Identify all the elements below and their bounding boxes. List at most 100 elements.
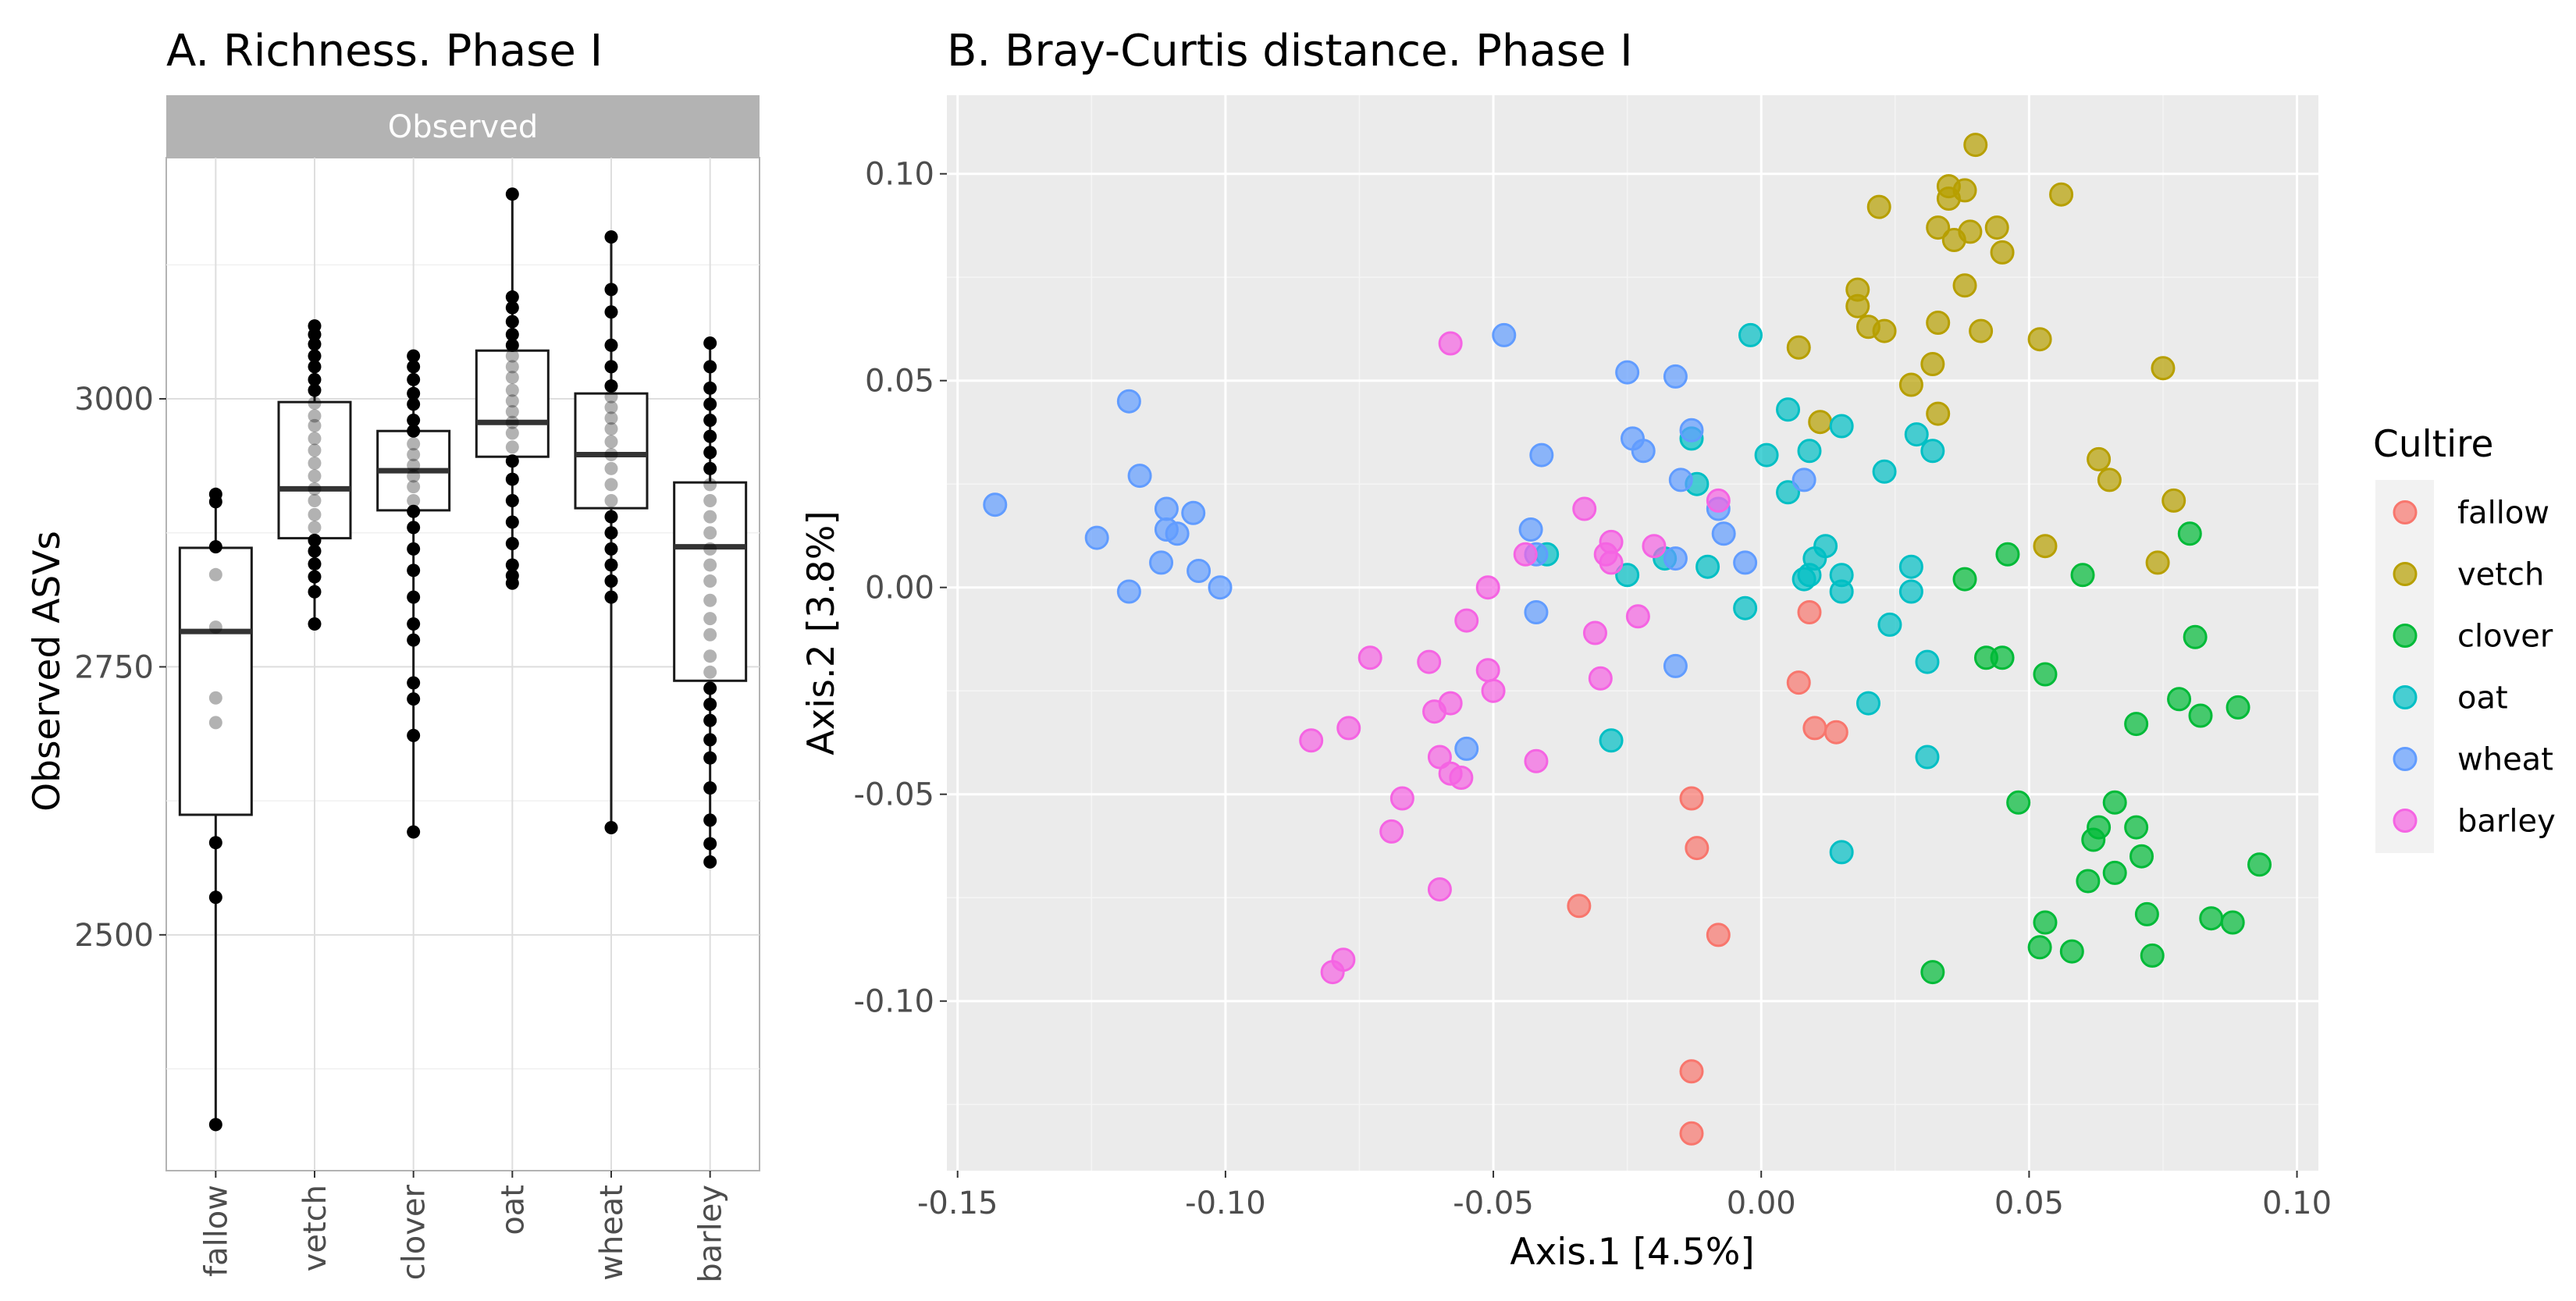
point-barley bbox=[703, 414, 717, 428]
point-barley bbox=[703, 542, 717, 556]
point-clover bbox=[2102, 860, 2127, 885]
legend-item-barley: barley bbox=[2393, 804, 2556, 840]
x-tick-label: fallow bbox=[198, 1185, 234, 1277]
x-tick-label: 0.00 bbox=[1727, 1185, 1796, 1221]
point-wheat bbox=[1492, 322, 1517, 347]
point-wheat bbox=[604, 230, 618, 244]
box-body bbox=[673, 481, 748, 682]
point-clover bbox=[2102, 790, 2127, 815]
series-oat bbox=[1535, 322, 1945, 865]
point-vetch bbox=[1969, 318, 1994, 343]
point-clover bbox=[407, 469, 421, 483]
point-wheat bbox=[604, 305, 618, 319]
point-barley bbox=[703, 681, 717, 695]
x-tick-label: 0.10 bbox=[2262, 1185, 2332, 1221]
point-clover bbox=[2167, 687, 2192, 712]
point-vetch bbox=[308, 383, 322, 397]
point-oat bbox=[1877, 612, 1902, 637]
point-oat bbox=[505, 315, 519, 329]
point-vetch bbox=[1866, 194, 1891, 219]
point-clover bbox=[407, 692, 421, 706]
point-wheat bbox=[1454, 736, 1479, 761]
point-wheat bbox=[1668, 467, 1693, 492]
point-barley bbox=[1299, 728, 1324, 753]
point-wheat bbox=[604, 447, 618, 461]
point-barley bbox=[703, 855, 717, 869]
point-vetch bbox=[308, 337, 322, 351]
point-wheat bbox=[1127, 464, 1152, 489]
point-clover bbox=[407, 825, 421, 839]
point-barley bbox=[1379, 819, 1404, 844]
legend-label-clover: clover bbox=[2457, 619, 2553, 655]
y-tick-label: -0.10 bbox=[854, 984, 935, 1020]
point-oat bbox=[1776, 397, 1801, 422]
x-tick-label: vetch bbox=[297, 1185, 333, 1271]
legend-label-oat: oat bbox=[2457, 681, 2508, 716]
point-oat bbox=[1829, 579, 1854, 604]
point-wheat bbox=[604, 526, 618, 540]
point-vetch bbox=[2151, 356, 2176, 381]
point-clover bbox=[2177, 521, 2202, 546]
point-vetch bbox=[308, 570, 322, 584]
point-barley bbox=[703, 665, 717, 679]
point-oat bbox=[1904, 422, 1929, 447]
point-oat bbox=[505, 426, 519, 440]
point-clover bbox=[407, 590, 421, 604]
point-wheat bbox=[1181, 500, 1206, 525]
point-barley bbox=[703, 461, 717, 475]
panel-a-y-ticks: 2500 2750 3000 bbox=[74, 382, 166, 954]
point-vetch bbox=[2097, 467, 2122, 492]
point-wheat bbox=[604, 590, 618, 604]
panel-b-bray-curtis-scatter: B. Bray-Curtis distance. Phase I -0.10-0… bbox=[800, 26, 2556, 1274]
point-barley bbox=[703, 526, 717, 540]
x-tick-label: oat bbox=[495, 1185, 531, 1235]
point-clover bbox=[407, 676, 421, 690]
x-tick-label: wheat bbox=[594, 1185, 630, 1281]
point-vetch bbox=[1926, 311, 1951, 335]
point-wheat bbox=[604, 542, 618, 556]
point-clover bbox=[2059, 939, 2084, 964]
point-clover bbox=[407, 617, 421, 631]
point-clover bbox=[407, 349, 421, 363]
point-barley bbox=[1389, 786, 1414, 811]
panel-a-minor-gridlines bbox=[166, 264, 760, 1070]
point-clover bbox=[407, 728, 421, 742]
series-fallow bbox=[1567, 600, 1848, 1146]
point-barley bbox=[703, 478, 717, 492]
point-wheat bbox=[1208, 575, 1233, 600]
point-vetch bbox=[308, 349, 322, 363]
panel-b-plot-area bbox=[947, 95, 2318, 1171]
point-oat bbox=[1599, 728, 1624, 753]
point-clover bbox=[1952, 567, 1977, 592]
point-wheat bbox=[604, 461, 618, 475]
y-tick-label: 2750 bbox=[74, 649, 154, 685]
point-barley bbox=[1642, 534, 1667, 559]
point-oat bbox=[1754, 443, 1779, 467]
point-vetch bbox=[1926, 215, 1951, 240]
point-clover bbox=[2183, 624, 2208, 649]
point-vetch bbox=[308, 557, 322, 571]
point-barley bbox=[1454, 608, 1479, 633]
point-fallow bbox=[1567, 894, 1592, 919]
point-fallow bbox=[1679, 1121, 1704, 1146]
point-fallow bbox=[208, 540, 222, 554]
point-oat bbox=[505, 328, 519, 342]
point-clover bbox=[407, 494, 421, 508]
box-body bbox=[178, 546, 253, 816]
legend-key-wheat bbox=[2393, 747, 2418, 771]
x-tick-label: -0.05 bbox=[1453, 1185, 1534, 1221]
point-barley bbox=[703, 446, 717, 460]
point-fallow bbox=[208, 620, 222, 635]
point-fallow bbox=[1706, 922, 1731, 947]
point-oat bbox=[505, 515, 519, 529]
x-tick-label: clover bbox=[397, 1184, 432, 1280]
point-barley bbox=[703, 360, 717, 374]
point-vetch bbox=[1872, 318, 1897, 343]
point-vetch bbox=[308, 432, 322, 446]
series-barley bbox=[1299, 331, 1731, 985]
legend-item-clover: clover bbox=[2393, 619, 2553, 655]
point-vetch bbox=[1958, 219, 1983, 244]
point-oat bbox=[505, 371, 519, 385]
panel-a-title: A. Richness. Phase I bbox=[166, 26, 603, 76]
point-wheat bbox=[1149, 550, 1174, 575]
